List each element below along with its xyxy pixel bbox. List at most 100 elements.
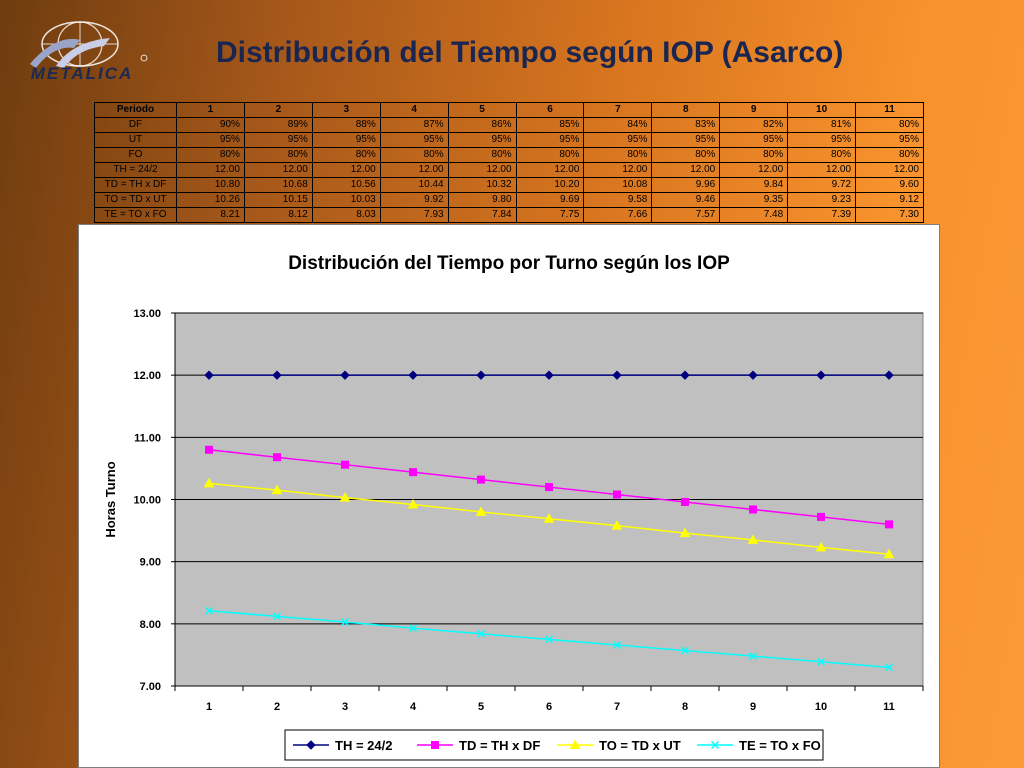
y-tick-label: 11.00 [134,432,161,444]
table-cell: 12.00 [855,162,924,178]
table-cell: 95% [176,132,245,148]
table-cell: 95% [311,132,381,148]
table-cell: 80% [855,147,924,163]
series-3-point [883,548,895,559]
series-3-point [407,498,419,509]
table-cell: 7.93 [379,207,449,223]
series-4-point [612,640,622,650]
y-tick-label: 10.00 [133,495,161,507]
table-cell: 10.20 [515,177,585,193]
series-1-point [408,370,418,380]
table-cell: 10.44 [379,177,449,193]
table-cell: 81% [787,117,857,133]
table-row-label: TD = TH x DF [94,177,177,193]
series-3-point [339,492,351,502]
table-cell: 12.00 [243,162,313,178]
series-1-point [272,370,282,380]
series-2-point [477,475,485,484]
table-cell: 9.35 [719,192,789,208]
table-row-label: UT [94,132,177,148]
table-cell: 7.84 [447,207,517,223]
series-3-point [815,541,827,552]
chart-title: Distribución del Tiempo por Turno según … [288,253,730,274]
series-2-point [205,445,213,454]
series-2-point [545,483,553,492]
series-2-point [409,468,417,477]
series-2-point [681,497,689,506]
table-cell: 7.66 [583,207,653,223]
table-cell: 95% [379,132,449,148]
table-cell: 10.03 [311,192,381,208]
table-row-label: TH = 24/2 [94,162,177,178]
series-1-point [612,370,622,380]
legend-marker [306,740,316,750]
table-cell: 95% [447,132,517,148]
table-header-periodo: Periodo [94,102,177,118]
series-2-point [885,520,893,529]
x-tick-label: 6 [546,701,552,713]
table-cell: 10.80 [176,177,245,193]
table-cell: 90% [176,117,245,133]
page-title: Distribución del Tiempo según IOP (Asarc… [216,36,844,69]
table-header-period-4: 4 [379,102,449,118]
x-tick-label: 2 [274,701,280,713]
table-cell: 9.80 [447,192,517,208]
x-tick-label: 8 [682,701,688,713]
table-cell: 8.03 [311,207,381,223]
table-row: DF 90% 89% 88% 87% 86% 85% 84% 83% 82% 81% 80% [94,117,924,133]
series-2-point [273,453,281,462]
table-row: UT 95% 95% 95% 95% 95% 95% 95% 95% 95% 95% 95% [94,132,924,148]
table-cell: 9.92 [379,192,449,208]
x-tick-label: 1 [206,701,212,713]
legend-label: TH = 24/2 [335,738,392,753]
table-row: FO 80% 80% 80% 80% 80% 80% 80% 80% 80% 80% 80% [94,147,924,163]
table-row: TD = TH x DF 10.80 10.68 10.56 10.44 10.32 10.… [94,177,924,193]
series-2-point [613,490,621,499]
table-cell: 86% [447,117,517,133]
y-tick-label: 12.00 [133,370,161,382]
table-cell: 8.12 [243,207,313,223]
table-cell: 80% [379,147,449,163]
legend-marker [710,740,720,750]
table-cell: 95% [243,132,313,148]
series-3-point [271,484,283,495]
series-4-point [748,652,758,661]
x-tick-label: 5 [478,701,484,713]
table-cell: 12.00 [787,162,857,178]
table-cell: 10.56 [311,177,381,193]
series-4-point [204,606,214,615]
table-cell: 9.96 [651,177,721,193]
table-row-label: FO [94,147,177,163]
table-cell: 12.00 [583,162,653,178]
table-cell: 9.84 [719,177,789,193]
table-cell: 80% [515,147,585,163]
table-cell: 80% [855,117,924,133]
series-1-point [884,370,894,380]
table-cell: 12.00 [447,162,517,178]
table-row-label: TE = TO x FO [94,207,177,223]
x-tick-label: 9 [750,701,756,713]
table-cell: 82% [719,117,789,133]
series-4-point [680,646,690,655]
table-cell: 95% [855,132,924,148]
table-cell: 95% [515,132,585,148]
table-cell: 12.00 [651,162,721,178]
series-4-point [408,624,418,633]
table-cell: 95% [583,132,653,148]
table-cell: 9.12 [855,192,924,208]
table-cell: 7.57 [651,207,721,223]
line-chart: Distribución del Tiempo por Turno según … [103,253,924,761]
series-3-point [611,520,623,530]
legend-label: TD = TH x DF [459,738,540,753]
series-4-point [340,617,350,626]
table-header-period-3: 3 [311,102,381,118]
series-2-point [817,512,825,521]
table-row-label: DF [94,117,177,133]
series-4-point [476,629,486,638]
table-cell: 9.72 [787,177,857,193]
table-cell: 95% [787,132,857,148]
table-header-period-2: 2 [243,102,313,118]
x-tick-label: 4 [410,701,417,713]
series-1-point [204,370,214,380]
table-cell: 95% [651,132,721,148]
